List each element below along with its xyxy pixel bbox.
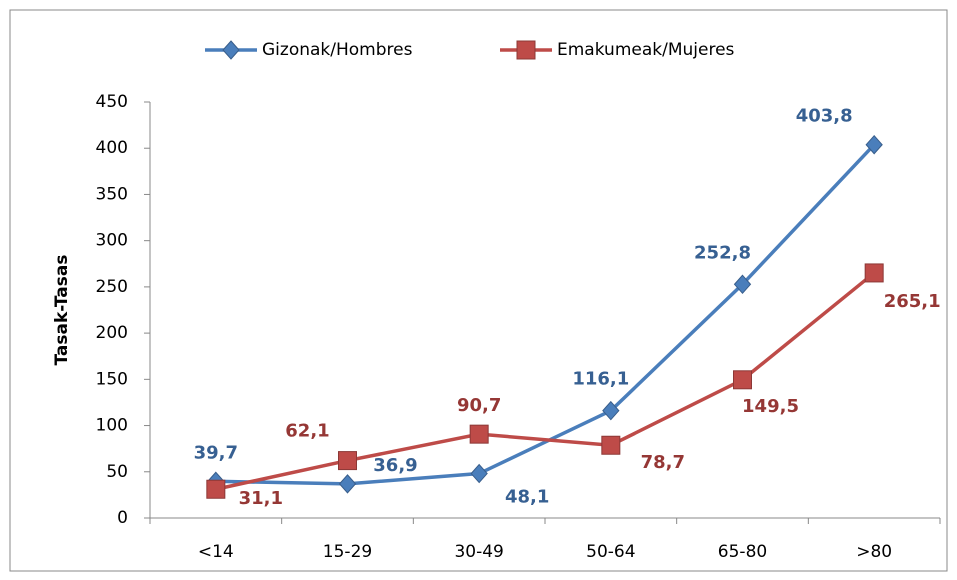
legend-marker	[222, 40, 240, 60]
series-line	[215, 271, 876, 491]
point	[206, 479, 226, 499]
value-label: 116,1	[572, 369, 629, 390]
legend-label: Emakumeak/Mujeres	[557, 40, 735, 60]
value-label: 403,8	[796, 106, 853, 127]
x-tick-label: 30-49	[454, 542, 503, 562]
y-axis-title: Tasak-Tasas	[52, 255, 72, 366]
value-label: 149,5	[742, 396, 799, 417]
series-line	[215, 143, 876, 486]
value-label: 62,1	[285, 421, 329, 442]
y-tick-label: 50	[106, 462, 128, 482]
point	[469, 424, 489, 444]
y-tick-label: 250	[96, 277, 128, 297]
value-label: 265,1	[884, 291, 941, 312]
y-tick-label: 150	[96, 369, 128, 389]
value-label: 90,7	[457, 395, 501, 416]
point	[338, 474, 357, 494]
point	[338, 451, 357, 471]
legend-label: Gizonak/Hombres	[262, 40, 413, 60]
point	[470, 463, 488, 484]
point	[733, 274, 752, 295]
value-label: 48,1	[505, 487, 549, 508]
value-label: 252,8	[694, 242, 751, 263]
y-tick-label: 350	[96, 184, 128, 204]
y-tick-label: 400	[96, 138, 128, 158]
value-label: 39,7	[194, 442, 238, 463]
y-tick-label: 450	[96, 92, 128, 112]
point	[865, 134, 883, 155]
point	[733, 370, 752, 390]
legend-marker	[516, 40, 536, 60]
value-label: 78,7	[641, 452, 685, 473]
x-tick-label: 15-29	[323, 542, 372, 562]
point	[864, 263, 884, 283]
y-tick-label: 100	[96, 416, 128, 436]
y-tick-label: 200	[96, 323, 128, 343]
point	[602, 400, 620, 421]
point	[601, 435, 621, 455]
y-tick-label: 300	[96, 231, 128, 251]
x-tick-label: 50-64	[586, 542, 635, 562]
chart-frame	[9, 9, 948, 572]
x-tick-label: >80	[856, 542, 892, 562]
y-tick-label: 0	[117, 508, 128, 528]
x-tick-label: <14	[198, 542, 234, 562]
value-label: 31,1	[239, 488, 283, 509]
value-label: 36,9	[373, 455, 417, 476]
x-tick-label: 65-80	[718, 542, 767, 562]
